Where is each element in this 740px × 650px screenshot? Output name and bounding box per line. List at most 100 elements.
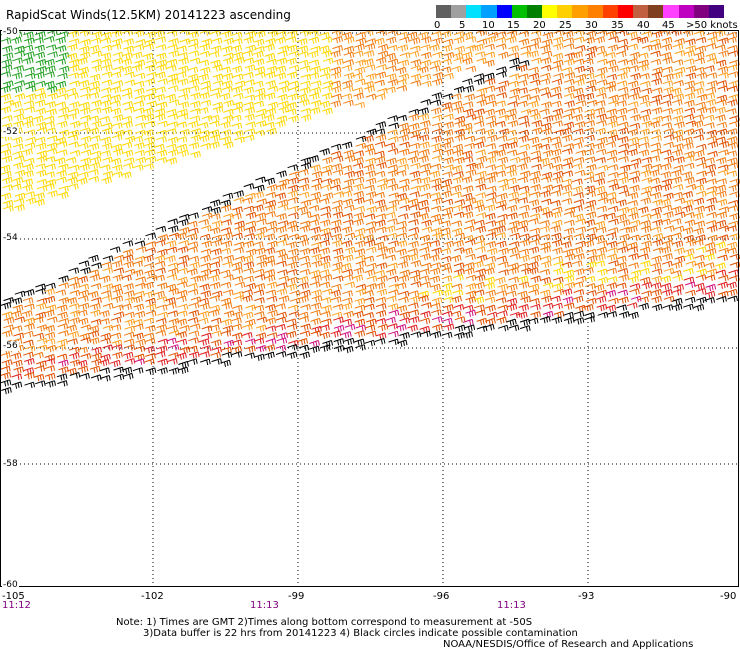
wind-barb: [693, 87, 704, 95]
wind-barb: [12, 57, 23, 64]
wind-barb: [256, 324, 267, 332]
wind-barb: [91, 346, 102, 354]
wind-barb: [154, 290, 165, 298]
wind-barb: [311, 302, 322, 310]
wind-barb: [67, 338, 78, 345]
wind-barb: [286, 71, 298, 79]
wind-barb: [220, 359, 231, 367]
wind-barb: [540, 190, 551, 198]
wind-barb: [221, 351, 233, 359]
wind-barb: [365, 221, 377, 228]
wind-barb: [100, 136, 112, 144]
wind-barb: [410, 281, 422, 288]
wind-barb: [133, 80, 145, 88]
wind-barb: [376, 183, 388, 191]
wind-barb: [33, 373, 45, 382]
wind-barb: [265, 38, 276, 46]
legend-swatch: [633, 5, 649, 18]
wind-barb: [530, 170, 541, 178]
wind-barb: [58, 282, 70, 289]
time-label-3: 11:13: [497, 600, 526, 611]
wind-barb: [112, 80, 124, 87]
wind-barb: [36, 178, 48, 186]
wind-barb: [551, 113, 562, 121]
wind-barb: [462, 150, 473, 158]
wind-barb: [617, 171, 629, 178]
wind-barb: [112, 38, 123, 46]
wind-barb: [432, 72, 444, 80]
wind-barb: [563, 275, 575, 283]
wind-barb: [300, 157, 312, 165]
wind-barb: [364, 64, 376, 71]
wind-barb: [91, 58, 102, 66]
wind-barb: [410, 185, 422, 192]
wind-barb: [155, 44, 167, 51]
credit-line: NOAA/NESDIS/Office of Research and Appli…: [443, 639, 694, 650]
wind-barb: [165, 283, 177, 292]
wind-barb: [24, 381, 35, 389]
wind-barb: [539, 78, 551, 85]
wind-barb: [704, 242, 716, 250]
wind-barb: [596, 205, 607, 213]
wind-barb: [518, 248, 529, 256]
wind-barb: [254, 247, 266, 255]
wind-barb: [112, 288, 124, 296]
wind-barb: [278, 100, 290, 108]
wind-barb: [299, 248, 311, 256]
wind-barb: [363, 312, 374, 319]
wind-barb: [23, 120, 34, 129]
wind-barb: [539, 225, 550, 233]
wind-barb: [187, 345, 198, 352]
wind-barb: [256, 226, 268, 234]
wind-barb: [703, 262, 715, 269]
wind-barb: [660, 100, 672, 107]
wind-barb: [564, 281, 576, 290]
wind-barb: [121, 303, 132, 310]
wind-barb: [221, 346, 232, 354]
wind-barb: [605, 304, 617, 312]
wind-barb: [615, 255, 627, 262]
wind-barb: [200, 142, 211, 150]
wind-barb: [68, 129, 80, 137]
wind-barb: [430, 192, 441, 199]
wind-barb: [199, 283, 210, 291]
wind-barb: [704, 290, 716, 299]
wind-barb: [91, 262, 102, 269]
wind-barb: [385, 268, 397, 276]
wind-barb: [23, 289, 35, 297]
legend-label-40: 40: [637, 20, 650, 31]
wind-barb: [22, 178, 33, 186]
wind-barb: [430, 205, 442, 212]
wind-barb: [44, 358, 56, 365]
wind-barb: [254, 283, 266, 291]
wind-barb: [232, 85, 243, 94]
wind-barb: [344, 232, 356, 239]
wind-barb: [278, 275, 290, 283]
wind-barb: [122, 351, 134, 360]
wind-barb: [354, 78, 366, 85]
wind-barb: [256, 316, 268, 324]
wind-barb: [135, 338, 146, 347]
wind-barb: [597, 164, 609, 172]
wind-barb: [287, 184, 299, 192]
wind-barb: [597, 58, 608, 66]
wind-barb: [166, 302, 177, 309]
wind-barb: [705, 163, 717, 172]
wind-barb: [286, 57, 297, 65]
wind-barb: [484, 276, 496, 284]
legend-label-0: 0: [434, 20, 441, 31]
wind-barb: [143, 107, 154, 115]
wind-barb: [223, 274, 234, 281]
wind-barb: [79, 45, 90, 54]
time-label-1: 11:12: [2, 600, 31, 611]
wind-barb: [627, 58, 638, 66]
wind-barb: [518, 185, 530, 193]
wind-barb: [575, 304, 586, 313]
wind-barb: [441, 44, 453, 52]
wind-barb: [661, 149, 672, 156]
wind-barb: [233, 241, 245, 248]
wind-barb: [705, 86, 717, 94]
wind-barb: [296, 234, 308, 241]
wind-barb: [256, 198, 268, 205]
wind-barb: [562, 113, 573, 121]
